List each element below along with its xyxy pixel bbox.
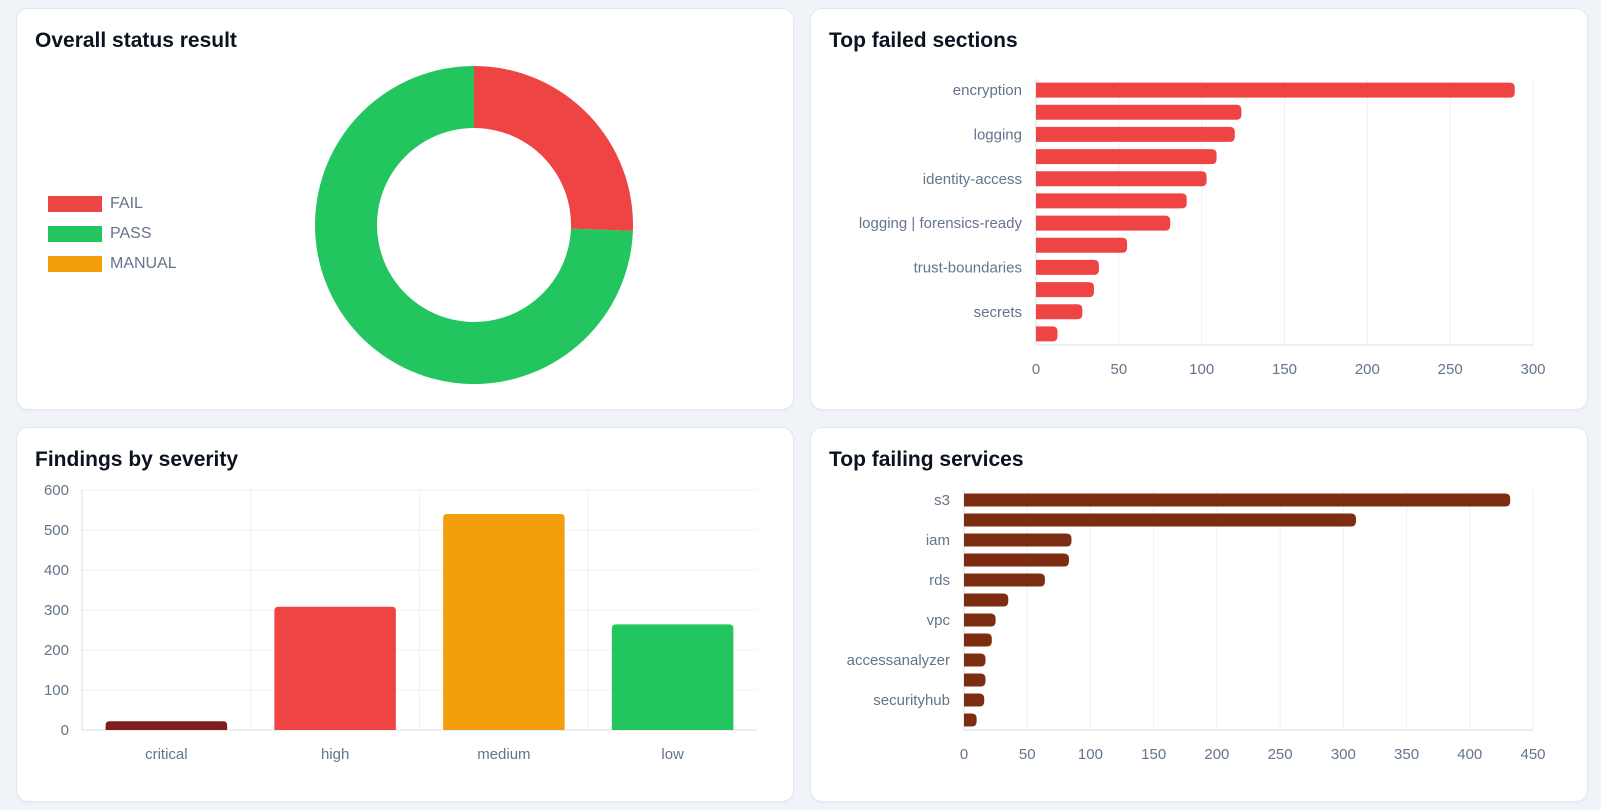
bar bbox=[964, 673, 986, 687]
bar bbox=[964, 513, 1356, 527]
y-tick-label: 0 bbox=[61, 722, 69, 739]
y-tick-label: iam bbox=[926, 532, 950, 549]
legend-label: MANUAL bbox=[110, 255, 177, 272]
top-failed-sections-title: Top failed sections bbox=[829, 29, 1018, 52]
overall-status-card: Overall status result FAIL PASS MANUAL bbox=[16, 8, 794, 410]
x-tick-label: 150 bbox=[1272, 361, 1297, 378]
legend-item-fail[interactable]: FAIL bbox=[48, 189, 177, 219]
y-tick-label: accessanalyzer bbox=[847, 652, 950, 669]
x-tick-label: medium bbox=[477, 746, 530, 763]
bar bbox=[1036, 193, 1187, 209]
x-tick-label: 450 bbox=[1520, 746, 1545, 763]
bar bbox=[964, 713, 977, 727]
x-tick-label: 0 bbox=[960, 746, 968, 763]
severity-bar-chart: 0 100 200 300 400 500 600 critical high medium low bbox=[44, 482, 757, 763]
findings-by-severity-title: Findings by severity bbox=[35, 448, 239, 471]
x-tick-label: 250 bbox=[1438, 361, 1463, 378]
bar bbox=[1036, 237, 1128, 253]
y-tick-label: 100 bbox=[44, 682, 69, 699]
bar bbox=[964, 653, 986, 667]
y-tick-label: 500 bbox=[44, 522, 69, 539]
y-tick-label: logging bbox=[974, 126, 1022, 143]
bar bbox=[964, 553, 1069, 567]
bar bbox=[1036, 171, 1207, 187]
y-tick-label: encryption bbox=[953, 82, 1022, 99]
top-failing-services-title: Top failing services bbox=[829, 448, 1024, 471]
y-tick-label: rds bbox=[929, 572, 950, 589]
legend-swatch bbox=[48, 226, 102, 242]
findings-by-severity-card: Findings by severity 0 100 200 300 400 500 600… bbox=[16, 427, 794, 802]
top-failing-services-card: Top failing services 0 50 100 150 200 250 300 3… bbox=[810, 427, 1588, 802]
top-failed-sections-card: Top failed sections 0 50 100 150 200 250 300 en… bbox=[810, 8, 1588, 410]
x-tick-label: 50 bbox=[1019, 746, 1036, 763]
bar bbox=[1036, 149, 1217, 165]
x-tick-label: 250 bbox=[1268, 746, 1293, 763]
y-tick-label: 200 bbox=[44, 642, 69, 659]
x-tick-label: 300 bbox=[1331, 746, 1356, 763]
x-tick-label: 150 bbox=[1141, 746, 1166, 763]
y-tick-label: securityhub bbox=[873, 692, 950, 709]
bar bbox=[1036, 82, 1515, 98]
bar bbox=[1036, 104, 1242, 120]
x-tick-label: 400 bbox=[1457, 746, 1482, 763]
legend-label: PASS bbox=[110, 225, 152, 242]
bar-low bbox=[611, 624, 734, 730]
x-tick-label: 50 bbox=[1110, 361, 1127, 378]
x-tick-label: low bbox=[661, 746, 684, 763]
y-tick-label: trust-boundaries bbox=[914, 259, 1022, 276]
bar bbox=[964, 493, 1511, 507]
bar bbox=[964, 593, 1009, 607]
bar-critical bbox=[105, 721, 228, 730]
x-tick-label: critical bbox=[145, 746, 188, 763]
donut-slice-fail bbox=[474, 66, 633, 231]
x-tick-label: high bbox=[321, 746, 349, 763]
x-tick-label: 0 bbox=[1032, 361, 1040, 378]
bar-high bbox=[274, 606, 396, 730]
bar bbox=[1036, 304, 1083, 320]
status-donut-chart bbox=[315, 66, 633, 385]
legend-item-pass[interactable]: PASS bbox=[48, 219, 177, 249]
bar bbox=[964, 573, 1045, 587]
y-tick-label: vpc bbox=[927, 612, 951, 629]
bar bbox=[964, 693, 985, 707]
bar bbox=[964, 533, 1072, 547]
failing-services-bar-chart: 0 50 100 150 200 250 300 350 400 450 s3 iam rds vpc ac… bbox=[847, 490, 1546, 763]
bar bbox=[1036, 215, 1171, 231]
y-tick-label: secrets bbox=[974, 304, 1022, 321]
x-tick-label: 200 bbox=[1355, 361, 1380, 378]
bar bbox=[964, 613, 996, 627]
y-tick-label: 600 bbox=[44, 482, 69, 499]
legend-swatch bbox=[48, 196, 102, 212]
y-tick-label: s3 bbox=[934, 492, 950, 509]
y-tick-label: logging | forensics-ready bbox=[859, 215, 1023, 232]
y-tick-label: 300 bbox=[44, 602, 69, 619]
bar-medium bbox=[443, 514, 565, 730]
bar bbox=[1036, 259, 1099, 275]
bar bbox=[1036, 282, 1094, 298]
x-tick-label: 100 bbox=[1189, 361, 1214, 378]
legend-item-manual[interactable]: MANUAL bbox=[48, 249, 177, 279]
legend-label: FAIL bbox=[110, 195, 143, 212]
bar bbox=[1036, 326, 1058, 342]
x-tick-label: 350 bbox=[1394, 746, 1419, 763]
donut-slice-pass bbox=[315, 66, 633, 385]
overall-status-title: Overall status result bbox=[35, 29, 237, 52]
failed-sections-bar-chart: 0 50 100 150 200 250 300 encryption logging ident… bbox=[859, 79, 1546, 378]
bar bbox=[1036, 126, 1235, 142]
y-tick-label: 400 bbox=[44, 562, 69, 579]
status-legend: FAIL PASS MANUAL bbox=[48, 189, 177, 279]
y-tick-label: identity-access bbox=[923, 171, 1022, 188]
bar bbox=[964, 633, 992, 647]
x-tick-label: 300 bbox=[1520, 361, 1545, 378]
legend-swatch bbox=[48, 256, 102, 272]
x-tick-label: 100 bbox=[1078, 746, 1103, 763]
x-tick-label: 200 bbox=[1204, 746, 1229, 763]
